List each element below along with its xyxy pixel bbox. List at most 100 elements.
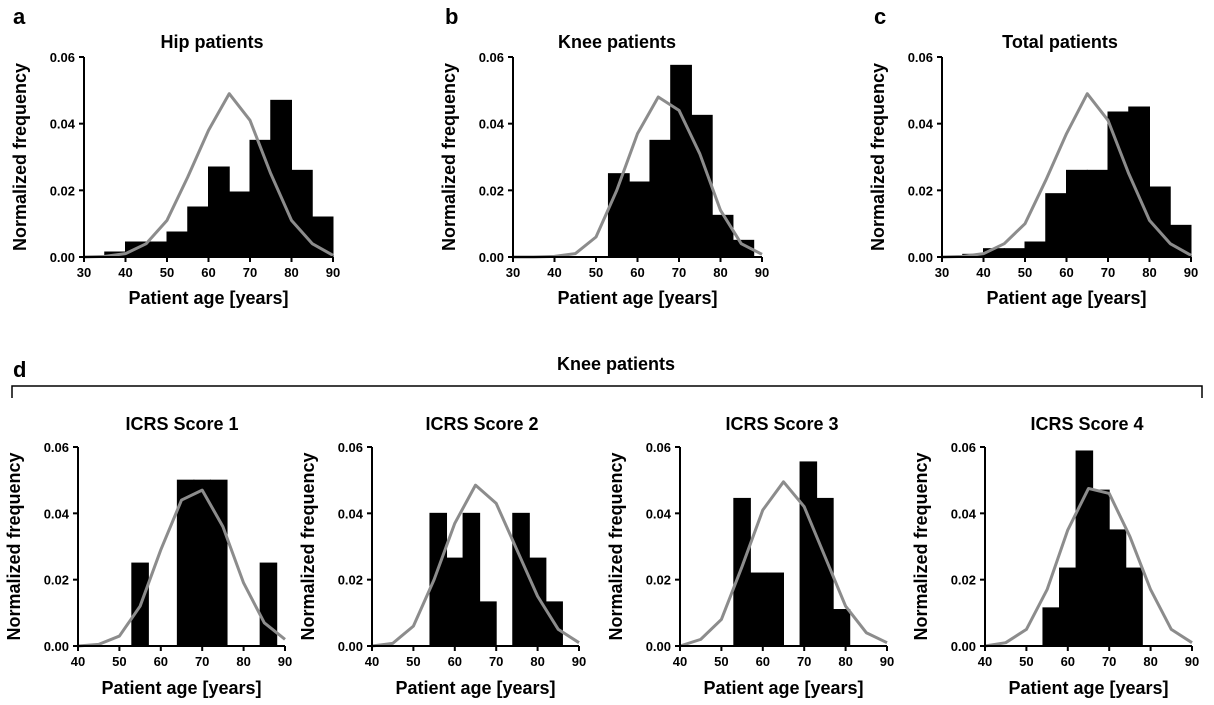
y-tick-label-d3-0: 0.00 bbox=[646, 639, 671, 654]
bar-d2-4 bbox=[512, 512, 530, 647]
bar-d4-5 bbox=[1125, 567, 1143, 647]
x-tick-label-c-4: 70 bbox=[1101, 265, 1115, 280]
x-tick-label-b-0: 30 bbox=[506, 265, 520, 280]
bar-d2-1 bbox=[446, 557, 464, 647]
x-tick-label-d3-0: 40 bbox=[673, 654, 687, 669]
bar-d1-3 bbox=[209, 479, 228, 647]
bar-a-3 bbox=[166, 231, 189, 258]
bar-d3-3 bbox=[799, 461, 818, 647]
x-tick-label-d2-0: 40 bbox=[365, 654, 379, 669]
panel-letter-b: b bbox=[445, 4, 458, 29]
x-tick-label-d3-1: 50 bbox=[714, 654, 728, 669]
x-tick-label-c-3: 60 bbox=[1059, 265, 1073, 280]
chart-title-a: Hip patients bbox=[160, 32, 263, 52]
panel-letter-a: a bbox=[13, 4, 26, 29]
panel-d1: 40 50 60 70 80 90 0.00 0.02 0.04 0.06 ICRS Score 1… bbox=[4, 414, 292, 698]
x-tick-label-d1-1: 50 bbox=[112, 654, 126, 669]
y-tick-label-d3-3: 0.06 bbox=[646, 440, 671, 455]
fit-curve-d2 bbox=[371, 483, 580, 648]
y-tick-label-d3-2: 0.04 bbox=[646, 506, 672, 521]
bar-d3-0 bbox=[733, 497, 751, 647]
bar-c-7 bbox=[1107, 111, 1130, 258]
bar-c-3 bbox=[1024, 241, 1047, 258]
bar-d2-3 bbox=[479, 601, 497, 647]
panel-d4: 40 50 60 70 80 90 0.00 0.02 0.04 0.06 ICRS Score 4… bbox=[911, 414, 1199, 698]
y-tick-label-d1-0: 0.00 bbox=[44, 639, 69, 654]
x-tick-label-d1-5: 90 bbox=[278, 654, 292, 669]
fit-curve-c bbox=[941, 92, 1192, 259]
y-tick-label-b-1: 0.02 bbox=[479, 183, 504, 198]
bar-d4-1 bbox=[1059, 567, 1077, 647]
y-tick-label-a-3: 0.06 bbox=[50, 50, 75, 65]
y-tick-label-d4-3: 0.06 bbox=[951, 440, 976, 455]
bar-a-2 bbox=[145, 241, 168, 258]
bar-a-9 bbox=[291, 169, 313, 258]
bar-d4-4 bbox=[1108, 529, 1127, 647]
x-tick-label-d1-2: 60 bbox=[154, 654, 168, 669]
bar-d3-2 bbox=[766, 572, 785, 647]
chart-title-d1: ICRS Score 1 bbox=[125, 414, 238, 434]
x-axis-label-c: Patient age [years] bbox=[986, 288, 1146, 308]
x-axis-label-d3: Patient age [years] bbox=[703, 678, 863, 698]
y-tick-label-d2-3: 0.06 bbox=[338, 440, 363, 455]
x-tick-label-a-1: 40 bbox=[118, 265, 132, 280]
panel-d3: 40 50 60 70 80 90 0.00 0.02 0.04 0.06 ICRS Score 3… bbox=[606, 414, 894, 698]
bar-a-7 bbox=[249, 139, 272, 258]
y-tick-label-c-0: 0.00 bbox=[908, 250, 933, 265]
bar-c-6 bbox=[1086, 169, 1109, 258]
y-tick-label-b-0: 0.00 bbox=[479, 250, 504, 265]
y-axis-label-a: Normalized frequency bbox=[10, 63, 30, 251]
x-tick-label-b-5: 80 bbox=[713, 265, 727, 280]
y-axis-label-d1: Normalized frequency bbox=[4, 452, 24, 640]
x-axis-label-d2: Patient age [years] bbox=[395, 678, 555, 698]
bar-b-2 bbox=[649, 139, 672, 258]
y-tick-label-d4-2: 0.04 bbox=[951, 506, 977, 521]
y-tick-label-a-2: 0.04 bbox=[50, 117, 76, 132]
x-tick-label-a-2: 50 bbox=[160, 265, 174, 280]
x-tick-label-d3-3: 70 bbox=[797, 654, 811, 669]
x-tick-label-d2-1: 50 bbox=[406, 654, 420, 669]
y-tick-label-d1-3: 0.06 bbox=[44, 440, 69, 455]
panel-letter-c: c bbox=[874, 4, 886, 29]
x-tick-label-c-0: 30 bbox=[935, 265, 949, 280]
x-tick-label-d4-1: 50 bbox=[1019, 654, 1033, 669]
panel-d2: 40 50 60 70 80 90 0.00 0.02 0.04 0.06 ICRS Score 2… bbox=[298, 414, 586, 698]
fit-curve-a bbox=[83, 92, 334, 259]
bar-d3-5 bbox=[832, 609, 851, 647]
x-tick-label-c-1: 40 bbox=[976, 265, 990, 280]
bar-d4-3 bbox=[1092, 489, 1110, 647]
bar-c-4 bbox=[1045, 193, 1067, 258]
y-axis-label-c: Normalized frequency bbox=[868, 63, 888, 251]
y-tick-label-c-3: 0.06 bbox=[908, 50, 933, 65]
bar-d3-1 bbox=[749, 572, 768, 647]
y-tick-label-c-1: 0.02 bbox=[908, 183, 933, 198]
x-tick-label-d3-2: 60 bbox=[756, 654, 770, 669]
y-axis-label-b: Normalized frequency bbox=[439, 63, 459, 251]
y-tick-label-d2-1: 0.02 bbox=[338, 573, 363, 588]
y-tick-label-a-1: 0.02 bbox=[50, 183, 75, 198]
y-axis-label-d3: Normalized frequency bbox=[606, 452, 626, 640]
x-tick-label-d1-0: 40 bbox=[71, 654, 85, 669]
x-axis-label-d4: Patient age [years] bbox=[1008, 678, 1168, 698]
group-bracket bbox=[11, 385, 1203, 398]
bar-a-4 bbox=[187, 206, 209, 258]
y-tick-label-d1-1: 0.02 bbox=[44, 573, 69, 588]
x-tick-label-d3-5: 90 bbox=[880, 654, 894, 669]
bar-b-5 bbox=[711, 214, 734, 258]
x-tick-label-a-3: 60 bbox=[201, 265, 215, 280]
x-tick-label-a-6: 90 bbox=[326, 265, 340, 280]
x-axis-label-d1: Patient age [years] bbox=[101, 678, 261, 698]
x-tick-label-d2-4: 80 bbox=[530, 654, 544, 669]
y-axis-label-d2: Normalized frequency bbox=[298, 452, 318, 640]
bar-b-4 bbox=[690, 114, 713, 258]
panel-b: 30 40 50 60 70 80 90 0.00 0.02 0.04 0.06 Knee patie… bbox=[439, 4, 769, 308]
y-tick-label-b-3: 0.06 bbox=[479, 50, 504, 65]
x-tick-label-d4-5: 90 bbox=[1185, 654, 1199, 669]
bar-d4-2 bbox=[1075, 450, 1094, 647]
y-tick-label-a-0: 0.00 bbox=[50, 250, 75, 265]
x-tick-label-d3-4: 80 bbox=[838, 654, 852, 669]
x-tick-label-d1-3: 70 bbox=[195, 654, 209, 669]
bar-d2-0 bbox=[429, 512, 448, 647]
chart-title-d3: ICRS Score 3 bbox=[725, 414, 838, 434]
bar-a-5 bbox=[208, 166, 230, 258]
